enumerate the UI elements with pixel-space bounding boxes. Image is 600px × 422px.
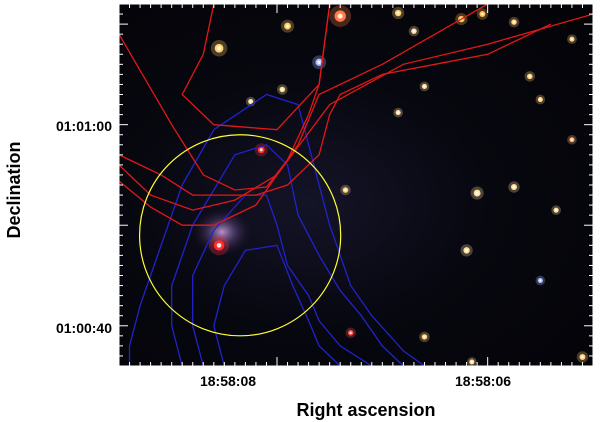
- star-core: [570, 38, 574, 41]
- star-core: [475, 191, 479, 195]
- star-core: [249, 100, 252, 103]
- star-core: [423, 85, 426, 88]
- red-contour: [119, 4, 489, 226]
- red-contour: [119, 4, 331, 191]
- aperture-circle: [138, 134, 342, 337]
- blue-contour: [128, 93, 425, 366]
- red-contour: [181, 4, 331, 131]
- star-core: [216, 242, 222, 248]
- star-core: [554, 208, 558, 212]
- stars-layer: [209, 5, 589, 366]
- star-core: [349, 331, 352, 335]
- star-core: [281, 88, 284, 91]
- y-tick-label-1: 01:01:00: [56, 118, 112, 134]
- star-core: [465, 248, 469, 252]
- y-axis-title: Declination: [4, 141, 24, 238]
- star-core: [396, 111, 400, 114]
- star-core: [570, 138, 574, 141]
- blue-contour: [171, 144, 404, 366]
- star-core: [423, 335, 426, 339]
- x-tick-label-2: 18:58:06: [455, 373, 511, 389]
- x-axis-title: Right ascension: [296, 400, 435, 420]
- star-core: [285, 24, 290, 28]
- star-core: [259, 148, 263, 152]
- star-core: [470, 360, 474, 364]
- star-core: [528, 75, 532, 78]
- star-core: [539, 279, 542, 282]
- star-core: [581, 355, 584, 359]
- contours-layer: [119, 4, 593, 366]
- star-core: [396, 11, 400, 15]
- plot-frame: [118, 3, 594, 367]
- x-tick-label-1: 18:58:08: [200, 373, 256, 389]
- red-contour: [119, 23, 552, 196]
- red-contour: [119, 13, 593, 211]
- star-core: [317, 60, 321, 64]
- blue-contour: [213, 244, 341, 366]
- blue-contour: [192, 194, 373, 366]
- star-core: [512, 20, 516, 24]
- star-core: [512, 185, 516, 189]
- star-core: [217, 46, 222, 51]
- y-tick-label-2: 01:00:40: [56, 320, 112, 336]
- star-core: [337, 13, 343, 19]
- star-core: [481, 12, 484, 16]
- star-core: [344, 188, 347, 192]
- star-core: [412, 29, 416, 33]
- ticks-layer: [118, 3, 594, 367]
- star-core: [539, 98, 542, 101]
